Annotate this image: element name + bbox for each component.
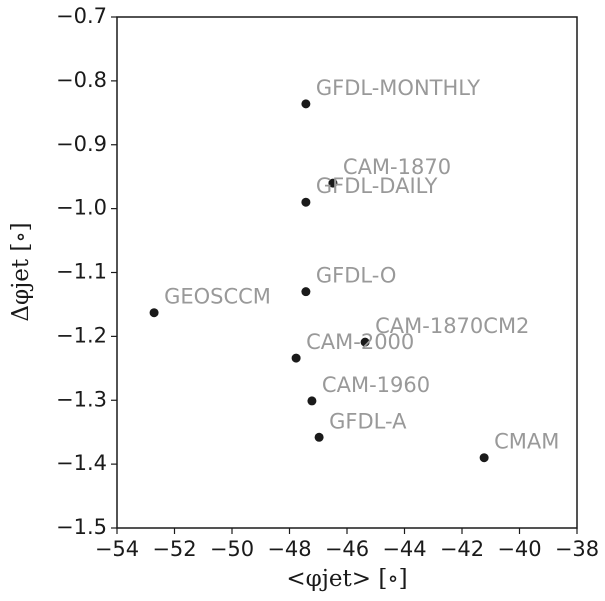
- point-label: GFDL-A: [329, 409, 407, 433]
- point: [149, 308, 159, 318]
- point-label: GFDL-O: [316, 264, 397, 288]
- point: [301, 197, 311, 207]
- point-label: CAM-1870: [343, 155, 451, 179]
- y-tick-label: −1.2: [56, 323, 107, 347]
- point: [307, 396, 317, 406]
- point-label: CMAM: [494, 430, 559, 454]
- x-tick-label: −46: [325, 537, 369, 561]
- x-tick-label: −54: [95, 537, 139, 561]
- point-label: GFDL-DAILY: [316, 174, 438, 198]
- x-axis-label: <φjet> [∘]: [286, 566, 407, 592]
- point: [328, 178, 338, 188]
- x-tick-label: −48: [267, 537, 311, 561]
- point: [291, 353, 301, 363]
- x-tick-label: −40: [497, 537, 541, 561]
- point: [479, 453, 489, 463]
- point: [314, 432, 324, 442]
- point-label: CAM-2000: [306, 330, 414, 354]
- y-tick-label: −0.8: [56, 68, 107, 92]
- x-tick-label: −38: [555, 537, 599, 561]
- point-label: CAM-1960: [322, 373, 430, 397]
- x-tick-label: −44: [382, 537, 426, 561]
- point-label: GEOSCCM: [164, 285, 271, 309]
- y-axis-label: Δφjet [∘]: [8, 222, 34, 321]
- y-tick-label: −1.1: [56, 260, 107, 284]
- y-tick-label: −0.7: [56, 4, 107, 28]
- x-tick-label: −42: [440, 537, 484, 561]
- x-tick-label: −50: [210, 537, 254, 561]
- y-tick-label: −0.9: [56, 132, 107, 156]
- point-label: CAM-1870CM2: [375, 314, 529, 338]
- y-tick-label: −1.4: [56, 451, 107, 475]
- x-tick-label: −52: [152, 537, 196, 561]
- y-tick-label: −1.0: [56, 196, 107, 220]
- point: [301, 99, 311, 109]
- y-tick-label: −1.5: [56, 515, 107, 539]
- point: [301, 287, 311, 297]
- point-label: GFDL-MONTHLY: [316, 76, 480, 100]
- y-tick-label: −1.3: [56, 387, 107, 411]
- point: [360, 337, 370, 347]
